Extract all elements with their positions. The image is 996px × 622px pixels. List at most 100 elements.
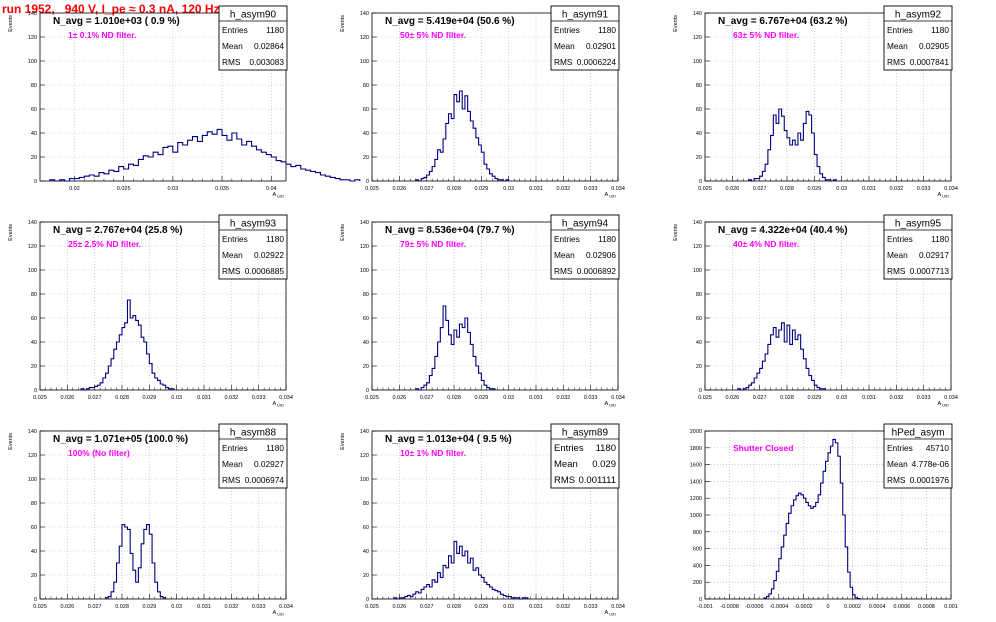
histogram-panel-hPed_asym: -0.001 -0.0008 -0.0006 -0.0004 -0.0002 0 0.000…	[690, 423, 958, 610]
x-tick-label: -0.0006	[745, 604, 764, 610]
stats-value: 0.02927	[254, 459, 284, 469]
x-tick-label: 0.028	[447, 604, 461, 610]
x-tick-label: 0.033	[917, 395, 931, 401]
x-tick-label: 0.032	[224, 604, 238, 610]
x-tick-label: 0.032	[224, 395, 238, 401]
x-tick-label: 0.028	[115, 395, 129, 401]
stats-label: RMS	[222, 475, 241, 485]
y-tick-label: 40	[31, 340, 37, 346]
x-tick-label: 0.03	[503, 604, 514, 610]
y-tick-label: 0	[366, 388, 369, 394]
stats-value: 0.0007841	[910, 57, 950, 67]
y-tick-label: 140	[693, 11, 702, 17]
stats-hist-name: h_asym92	[895, 10, 942, 21]
x-tick-label: 0.027	[420, 604, 434, 610]
y-tick-label: 40	[31, 549, 37, 555]
x-tick-label: 0.04	[266, 186, 277, 192]
stats-value: 1180	[266, 25, 284, 35]
y-tick-label: 140	[360, 429, 369, 435]
x-tick-label: 0.033	[252, 604, 266, 610]
x-tick-label: 0.03	[167, 186, 178, 192]
y-tick-label: 1200	[690, 496, 702, 502]
stats-label: Mean	[887, 41, 908, 51]
stats-label: Mean	[222, 41, 243, 51]
histogram-series-h_asym93	[80, 299, 175, 391]
y-tick-label: 80	[31, 292, 37, 298]
stats-label: Mean	[887, 459, 908, 469]
x-tick-label: 0.028	[115, 604, 129, 610]
x-tick-label: 0.027	[88, 395, 102, 401]
y-tick-label: 40	[696, 131, 702, 137]
y-tick-label: 100	[28, 59, 37, 65]
x-tick-label: 0.029	[142, 604, 156, 610]
stats-label: RMS	[887, 475, 906, 485]
x-tick-label: 0.025	[365, 395, 379, 401]
filter-annotation: 25± 2.5% ND filter.	[68, 239, 141, 249]
stats-hist-name: h_asym94	[562, 219, 609, 230]
x-axis-label: AUID	[604, 401, 616, 408]
y-tick-label: 80	[363, 83, 369, 89]
y-tick-label: 800	[693, 530, 702, 536]
y-tick-label: 80	[696, 83, 702, 89]
stats-hist-name: h_asym95	[895, 219, 942, 230]
x-tick-label: 0.031	[862, 395, 876, 401]
stats-value: 0.0006974	[245, 475, 285, 485]
stats-value: 1180	[598, 25, 616, 35]
y-tick-label: 20	[31, 364, 37, 370]
y-tick-label: 120	[28, 244, 37, 250]
x-tick-label: 0.026	[392, 395, 406, 401]
x-tick-label: 0.026	[725, 395, 739, 401]
y-tick-label: 60	[31, 525, 37, 531]
filter-annotation: 1± 0.1% ND filter.	[68, 30, 136, 40]
filter-annotation: 79± 5% ND filter.	[400, 239, 466, 249]
y-tick-label: 0	[699, 597, 702, 603]
x-tick-label: 0.0004	[869, 604, 886, 610]
x-tick-label: 0.025	[365, 186, 379, 192]
x-tick-label: 0.025	[698, 395, 712, 401]
y-tick-label: 100	[693, 268, 702, 274]
stats-hist-name: h_asym89	[562, 428, 609, 439]
x-tick-label: 0.029	[474, 186, 488, 192]
stats-label: RMS	[222, 266, 241, 276]
y-tick-label: 140	[360, 220, 369, 226]
histogram-series-h_asym95	[737, 322, 826, 391]
stats-label: RMS	[554, 57, 573, 67]
y-tick-label: 100	[28, 477, 37, 483]
y-tick-label: 60	[363, 107, 369, 113]
x-axis-label: AUID	[937, 401, 949, 408]
y-tick-label: 120	[693, 244, 702, 250]
y-tick-label: 140	[360, 11, 369, 17]
y-tick-label: 120	[360, 453, 369, 459]
y-tick-label: 1000	[690, 513, 702, 519]
stats-box	[550, 423, 620, 489]
x-tick-label: 0.033	[584, 395, 598, 401]
x-axis-label: AUID	[937, 192, 949, 199]
stats-label: Mean	[887, 250, 908, 260]
stats-value: 0.02901	[586, 41, 616, 51]
histogram-panel-h_asym95: 0.025 0.026 0.027 0.028 0.029 0.03 0.031 0.032 0…	[673, 214, 958, 408]
navg-label: N_avg = 1.071e+05 (100.0 %)	[53, 434, 188, 445]
x-tick-label: 0.0002	[844, 604, 861, 610]
plot-frame	[371, 430, 619, 600]
y-tick-label: 120	[693, 35, 702, 41]
histogram-series-h_asym92	[748, 108, 837, 182]
stats-value: 0.0006885	[245, 266, 285, 276]
x-tick-label: 0.02	[69, 186, 80, 192]
x-tick-label: 0.026	[392, 186, 406, 192]
x-tick-label: 0.035	[215, 186, 229, 192]
navg-label: N_avg = 1.010e+03 ( 0.9 %)	[53, 16, 180, 27]
y-axis-label: Events	[8, 224, 14, 241]
y-tick-label: 60	[363, 316, 369, 322]
stats-value: 45710	[926, 443, 949, 453]
x-tick-label: 0.027	[88, 604, 102, 610]
y-tick-label: 600	[693, 547, 702, 553]
histogram-series-h_asym91	[415, 90, 510, 182]
y-tick-label: 100	[360, 59, 369, 65]
x-tick-label: 0.031	[197, 395, 211, 401]
stats-label: Entries	[887, 443, 913, 453]
stats-value: 1180	[931, 25, 949, 35]
stats-value: 0.0006892	[577, 266, 617, 276]
y-tick-label: 100	[28, 268, 37, 274]
page-title: run 1952, 940 V, I_pe ≈ 0.3 nA, 120 Hz	[2, 2, 220, 16]
y-tick-label: 120	[28, 35, 37, 41]
